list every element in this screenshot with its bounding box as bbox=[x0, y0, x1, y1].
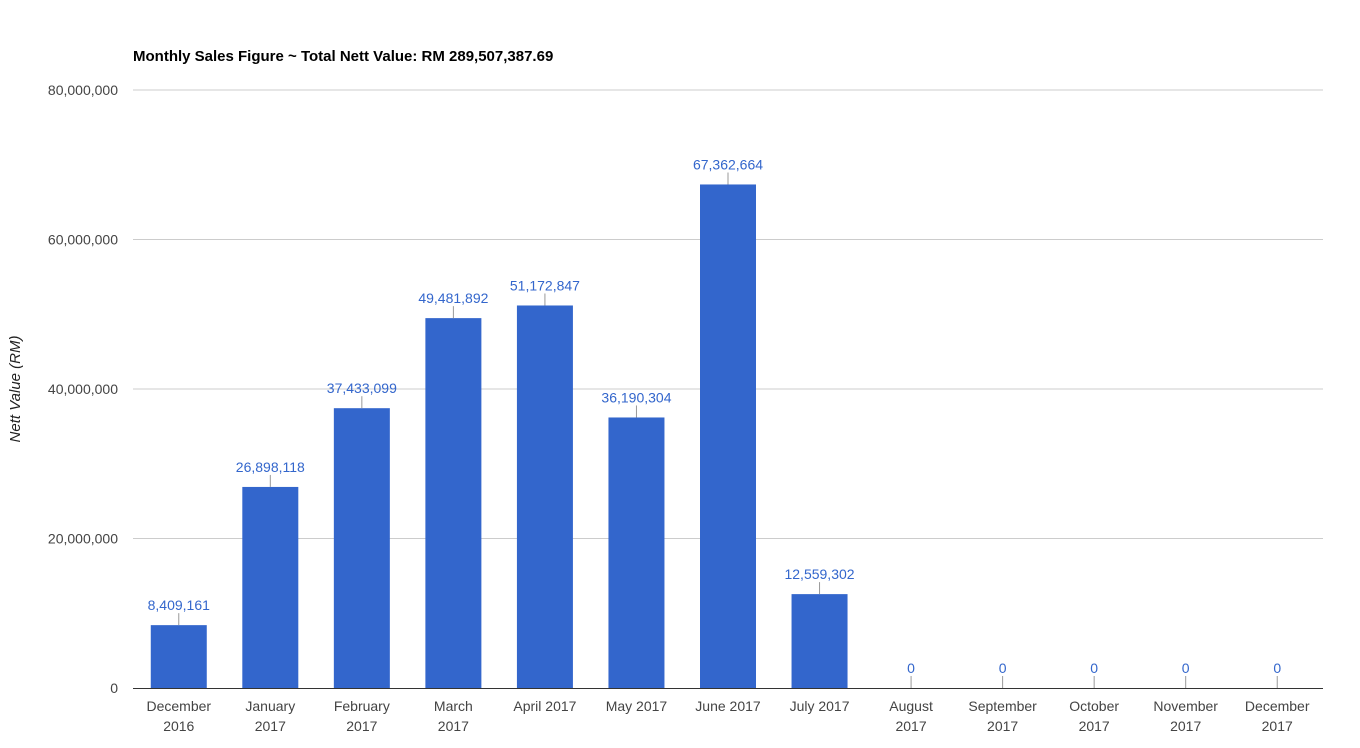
x-axis-ticks: December 2016 January 2017 February 2017 March… bbox=[146, 698, 1309, 734]
y-tick-label: 0 bbox=[110, 680, 118, 696]
data-label: 0 bbox=[999, 660, 1007, 676]
data-label: 0 bbox=[907, 660, 915, 676]
x-tick-label: December bbox=[146, 698, 211, 714]
data-label: 8,409,161 bbox=[148, 597, 210, 613]
x-tick-label: August bbox=[889, 698, 933, 714]
y-tick-label: 20,000,000 bbox=[48, 531, 118, 547]
bar bbox=[608, 417, 665, 688]
x-tick-label: September bbox=[968, 698, 1037, 714]
data-label: 49,481,892 bbox=[418, 290, 488, 306]
bar bbox=[242, 486, 299, 688]
data-label: 26,898,118 bbox=[236, 459, 305, 475]
x-tick-label: 2017 bbox=[346, 718, 377, 734]
data-label: 67,362,664 bbox=[693, 156, 763, 172]
x-tick-label: July 2017 bbox=[790, 698, 850, 714]
y-tick-label: 60,000,000 bbox=[48, 232, 118, 248]
y-axis-ticks: 0 20,000,000 40,000,000 60,000,000 80,000,00… bbox=[48, 82, 118, 696]
data-label: 36,190,304 bbox=[601, 389, 671, 405]
data-label: 12,559,302 bbox=[784, 566, 854, 582]
bar bbox=[791, 594, 848, 688]
x-tick-label: February bbox=[334, 698, 390, 714]
bar bbox=[516, 305, 573, 688]
x-tick-label: 2017 bbox=[255, 718, 286, 734]
y-tick-label: 40,000,000 bbox=[48, 381, 118, 397]
bars bbox=[150, 184, 848, 688]
x-tick-label: 2017 bbox=[1079, 718, 1110, 734]
chart-title: Monthly Sales Figure ~ Total Nett Value:… bbox=[133, 48, 553, 65]
bar bbox=[150, 625, 207, 688]
x-tick-label: December bbox=[1245, 698, 1310, 714]
x-tick-label: March bbox=[434, 698, 473, 714]
x-tick-label: November bbox=[1153, 698, 1218, 714]
x-tick-label: 2016 bbox=[163, 718, 194, 734]
x-tick-label: 2017 bbox=[1170, 718, 1201, 734]
x-tick-label: 2017 bbox=[987, 718, 1018, 734]
y-tick-label: 80,000,000 bbox=[48, 82, 118, 98]
x-tick-label: January bbox=[245, 698, 295, 714]
bar bbox=[425, 318, 482, 688]
x-tick-label: May 2017 bbox=[606, 698, 668, 714]
data-labels: 8,409,161 26,898,118 37,433,099 49,481,892 5… bbox=[148, 156, 1281, 688]
x-tick-label: June 2017 bbox=[695, 698, 761, 714]
data-label: 51,172,847 bbox=[510, 277, 580, 293]
bar bbox=[700, 184, 756, 688]
data-label: 0 bbox=[1273, 660, 1281, 676]
x-tick-label: October bbox=[1069, 698, 1119, 714]
x-tick-label: 2017 bbox=[1262, 718, 1293, 734]
bar bbox=[333, 408, 390, 688]
x-tick-label: 2017 bbox=[438, 718, 469, 734]
x-tick-label: 2017 bbox=[895, 718, 926, 734]
x-tick-label: April 2017 bbox=[513, 698, 576, 714]
data-label: 37,433,099 bbox=[327, 380, 397, 396]
y-axis-label: Nett Value (RM) bbox=[7, 336, 24, 443]
data-label: 0 bbox=[1182, 660, 1190, 676]
data-label: 0 bbox=[1090, 660, 1098, 676]
